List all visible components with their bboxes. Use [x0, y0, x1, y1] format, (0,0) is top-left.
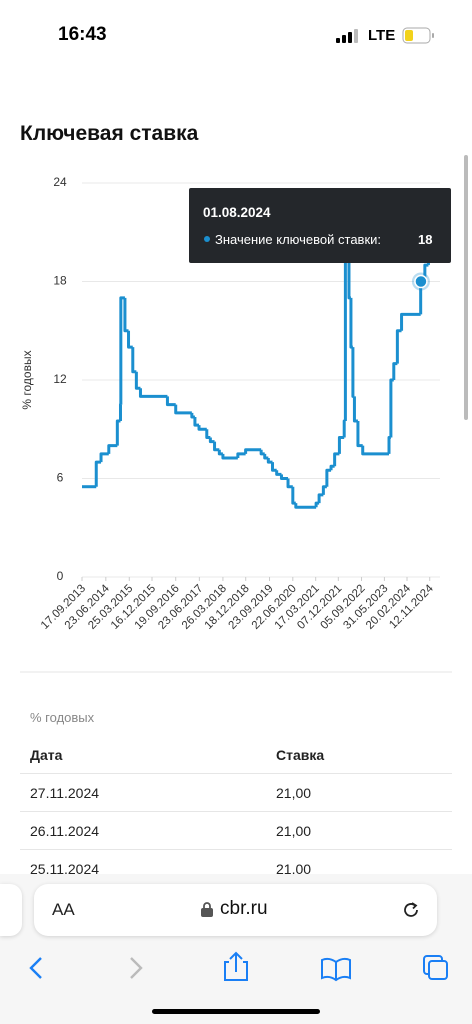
- line-step: [123, 297, 129, 333]
- line-step: [361, 445, 390, 456]
- line-step: [294, 503, 317, 509]
- signal-icon: [336, 29, 358, 43]
- share-button[interactable]: [224, 951, 248, 981]
- line-step: [314, 501, 320, 508]
- text-size-button[interactable]: AA: [52, 900, 75, 919]
- bookmarks-button[interactable]: [321, 957, 351, 982]
- y-tick-label: 6: [57, 471, 64, 485]
- y-tick-label: 24: [53, 175, 67, 189]
- tabs-button[interactable]: [423, 955, 448, 980]
- table-cell: 27.11.2024: [30, 785, 100, 801]
- line-step: [138, 388, 168, 398]
- line-step: [193, 416, 200, 427]
- line-step: [115, 419, 121, 446]
- line-step: [213, 441, 220, 452]
- line-step: [266, 457, 273, 464]
- table-row: 27.11.2024 21,00: [20, 773, 452, 812]
- home-indicator: [152, 1009, 320, 1014]
- network: LTE: [368, 27, 396, 44]
- line-step: [392, 362, 398, 380]
- table-cell: 21,00: [276, 823, 312, 839]
- line-step: [356, 421, 363, 448]
- address-bar[interactable]: AA cbr.ru: [34, 884, 437, 936]
- line-step: [131, 347, 137, 374]
- scrollbar: [464, 155, 468, 420]
- table-cell: 25.11.2024: [30, 861, 100, 877]
- line-step: [317, 493, 324, 504]
- line-step: [99, 452, 109, 463]
- line-step: [174, 404, 192, 415]
- line-step: [387, 435, 391, 454]
- line-step: [333, 452, 340, 467]
- line-step: [263, 453, 269, 460]
- chart: % годовых 0612182417.09.201323.06.201425…: [20, 175, 452, 673]
- line-step: [275, 470, 282, 476]
- line-step: [190, 412, 195, 419]
- line-step: [107, 444, 118, 454]
- line-step: [259, 449, 265, 456]
- line-step: [329, 464, 335, 471]
- line-step: [291, 486, 296, 505]
- tab-edge: [0, 884, 22, 936]
- table-caption: % годовых: [30, 710, 95, 725]
- table-row: 26.11.2024 21,00: [20, 811, 452, 850]
- battery-icon: [402, 27, 434, 44]
- line-step: [134, 371, 141, 390]
- line-step: [400, 312, 421, 331]
- hover-point: [414, 274, 428, 289]
- line-step: [244, 448, 262, 454]
- url[interactable]: cbr.ru: [220, 898, 268, 919]
- tooltip-date: 01.08.2024: [203, 205, 271, 220]
- line-step: [221, 453, 238, 460]
- line-step: [205, 429, 211, 439]
- header-cell: Дата: [30, 747, 63, 763]
- table-cell: 21,00: [276, 861, 312, 877]
- line-step: [217, 449, 223, 456]
- line-step: [127, 330, 133, 349]
- tooltip-box: [189, 188, 451, 263]
- reload-icon[interactable]: [400, 899, 422, 921]
- line-step: [342, 419, 346, 438]
- header-cell: Ставка: [276, 747, 325, 763]
- line-step: [286, 478, 293, 489]
- y-tick-label: 18: [53, 274, 67, 288]
- line-step: [352, 396, 358, 423]
- nav-icons: [29, 951, 448, 982]
- line-step: [279, 474, 289, 480]
- table-cell: 26.11.2024: [30, 823, 100, 839]
- line-step: [351, 347, 355, 398]
- line-step: [321, 485, 327, 495]
- page-title: Ключевая ставка: [20, 122, 199, 145]
- forward-button[interactable]: [130, 957, 143, 979]
- line-step: [395, 329, 402, 364]
- line-step: [337, 435, 345, 454]
- back-button[interactable]: [29, 957, 42, 979]
- line-step: [197, 425, 207, 431]
- line-step: [208, 437, 215, 444]
- line-step: [165, 396, 176, 407]
- y-tick-label: 0: [57, 569, 64, 583]
- clock: 16:43: [58, 24, 107, 45]
- table-header: Дата Ставка: [20, 735, 452, 774]
- line-step: [236, 452, 246, 458]
- line-step: [271, 462, 277, 472]
- line-step: [349, 297, 353, 349]
- tooltip-value: 18: [418, 232, 432, 247]
- line-step: [94, 460, 102, 487]
- line-step: [325, 468, 332, 487]
- line-step: [389, 378, 394, 438]
- y-axis-label: % годовых: [20, 350, 34, 409]
- lock-icon: [201, 902, 213, 917]
- y-tick-label: 12: [53, 372, 67, 386]
- table-cell: 21,00: [276, 785, 312, 801]
- tooltip: 01.08.2024 Значение ключевой ставки: 18: [189, 188, 451, 263]
- tooltip-dot: [204, 236, 210, 242]
- tooltip-label: Значение ключевой ставки:: [215, 232, 381, 247]
